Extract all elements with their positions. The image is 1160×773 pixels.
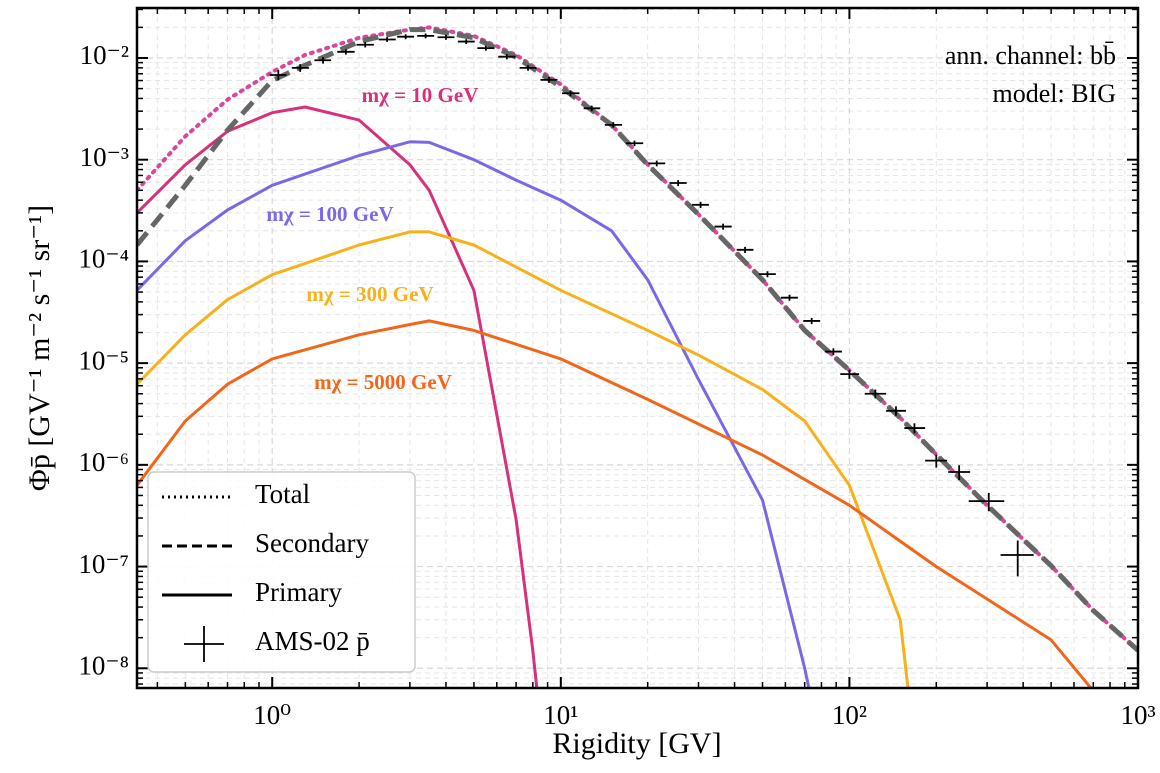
y-tick-label: 10⁻²: [80, 40, 129, 70]
x-tick-label: 10¹: [543, 700, 578, 730]
x-tick-label: 10³: [1120, 700, 1155, 730]
y-tick-label: 10⁻⁵: [78, 345, 129, 375]
annotation: model: BIG: [993, 79, 1117, 108]
y-tick-label: 10⁻⁸: [78, 650, 129, 680]
solid-line: [137, 319, 1093, 688]
legend-box: [147, 471, 416, 673]
foreground: 10⁰ 10¹ 10² 10³ 10⁻⁸ 10⁻⁷ 10⁻⁶ 10⁻⁵ 10⁻⁴ 10⁻³ 10⁻²…: [78, 6, 1156, 730]
y-tick-label: 10⁻⁷: [78, 549, 129, 579]
plot-area: [137, 25, 1138, 688]
series-label: mχ = 10 GeV: [362, 83, 479, 107]
y-axis-label: Φp̄ [GV⁻¹ m⁻² s⁻¹ sr⁻¹]: [23, 205, 56, 491]
legend-label: Total: [255, 479, 310, 509]
solid-line: [137, 230, 910, 688]
legend-label: Secondary: [255, 528, 369, 558]
x-axis-label: Rigidity [GV]: [552, 727, 721, 760]
annotation: ann. channel: bb̄: [945, 41, 1116, 70]
y-tick-label: 10⁻³: [80, 142, 129, 172]
x-tick-label: 10⁰: [253, 700, 291, 730]
y-tick-label: 10⁻⁴: [78, 244, 129, 274]
series-label: mχ = 100 GeV: [266, 202, 393, 226]
legend-label: Primary: [255, 577, 342, 607]
legend-label: AMS-02 p̄: [255, 626, 370, 656]
plot-frame: [135, 6, 1140, 690]
y-tick-label: 10⁻⁶: [78, 447, 129, 477]
x-tick-label: 10²: [832, 700, 867, 730]
series-label: mχ = 5000 GeV: [314, 370, 452, 394]
solid-line: [137, 105, 539, 688]
series-label: mχ = 300 GeV: [306, 282, 433, 306]
